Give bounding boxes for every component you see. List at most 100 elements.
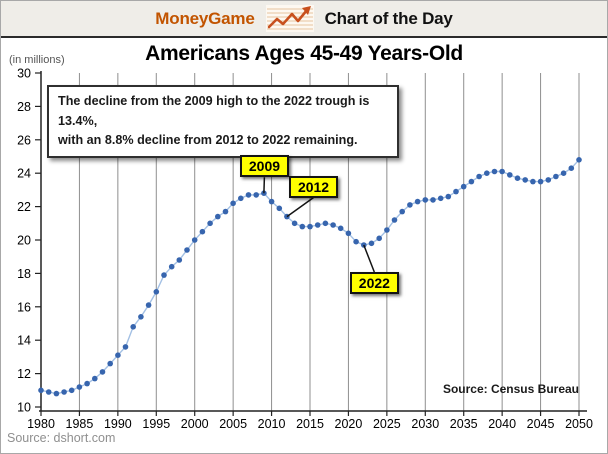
data-point (576, 157, 582, 163)
data-point (115, 352, 121, 359)
data-point (545, 177, 552, 183)
annotation-leader-line (263, 177, 266, 194)
x-axis-tick-label: 2000 (181, 417, 209, 431)
y-axis-tick-label: 18 (17, 267, 31, 281)
y-axis-unit-label: (in millions) (9, 54, 65, 66)
data-point (53, 390, 60, 397)
data-point (153, 289, 160, 295)
data-point (222, 208, 229, 215)
y-axis-tick-label: 16 (17, 300, 31, 314)
data-point (422, 197, 429, 203)
annotation-leader-line (286, 197, 314, 218)
data-point (307, 223, 313, 230)
line-chart-icon (265, 5, 314, 32)
data-point (399, 208, 406, 215)
data-point (460, 183, 467, 190)
data-point (445, 193, 452, 200)
year-annotation-2022: 2022 (349, 272, 399, 294)
data-point (537, 178, 544, 185)
data-point (161, 272, 167, 278)
x-axis-tick-label: 2005 (219, 417, 247, 431)
data-point (253, 192, 259, 198)
data-point (514, 175, 521, 181)
y-axis-tick-label: 22 (17, 200, 31, 214)
data-point (92, 375, 98, 382)
header-bar: MoneyGame Chart of the Day (1, 1, 607, 38)
data-point (560, 170, 567, 176)
data-point (468, 178, 475, 185)
data-point (491, 168, 498, 175)
data-point (530, 178, 536, 185)
data-point (322, 220, 329, 227)
data-point (568, 165, 575, 171)
y-axis-tick-label: 12 (17, 367, 31, 381)
data-point (414, 198, 421, 205)
data-point (407, 202, 413, 208)
data-point (215, 213, 221, 220)
x-axis-tick-label: 2030 (411, 417, 439, 431)
x-axis-tick-label: 1990 (104, 417, 132, 431)
data-point (337, 225, 344, 232)
y-axis-tick-label: 28 (17, 100, 31, 114)
x-axis-tick-label: 2040 (488, 417, 516, 431)
data-point (453, 188, 459, 195)
brand-logo: MoneyGame (155, 8, 255, 28)
data-point (107, 360, 113, 367)
data-point (507, 172, 513, 178)
y-axis-tick-label: 20 (17, 234, 31, 248)
data-point (38, 387, 44, 394)
data-point (299, 223, 306, 230)
data-point (376, 235, 383, 242)
data-point (314, 222, 321, 228)
data-point (330, 222, 336, 228)
data-point (145, 302, 152, 308)
x-axis-tick-label: 1980 (27, 417, 55, 431)
y-axis-tick-label: 10 (17, 401, 31, 415)
data-point (345, 230, 352, 237)
x-axis-tick-label: 2035 (450, 417, 478, 431)
data-point (437, 195, 444, 202)
data-point (191, 237, 198, 243)
data-point (553, 173, 559, 180)
data-point (99, 369, 106, 375)
data-point (61, 389, 67, 395)
data-point (199, 228, 206, 235)
data-point (276, 205, 283, 212)
data-point (138, 314, 144, 320)
data-point (384, 227, 390, 233)
y-axis-tick-label: 26 (17, 133, 31, 147)
year-annotation-2009: 2009 (239, 155, 290, 178)
x-axis-tick-label: 2015 (296, 417, 324, 431)
x-axis-tick-label: 2020 (335, 417, 363, 431)
x-axis-tick-label: 2050 (565, 417, 593, 431)
data-point (361, 242, 367, 248)
data-point (522, 177, 528, 183)
annotation-leader-line (363, 244, 375, 273)
data-point (391, 217, 398, 223)
data-point (45, 389, 52, 395)
x-axis-tick-label: 2025 (373, 417, 401, 431)
y-axis-tick-label: 14 (17, 334, 31, 348)
data-point (184, 247, 190, 253)
data-point (68, 387, 75, 394)
data-point (122, 344, 129, 350)
data-point (291, 220, 298, 227)
data-point (176, 257, 183, 263)
data-point (130, 324, 136, 330)
x-axis-tick-label: 2045 (527, 417, 555, 431)
header-title: Chart of the Day (324, 8, 453, 28)
data-point (499, 168, 505, 175)
data-point (476, 173, 482, 180)
y-axis-tick-label: 24 (17, 167, 31, 181)
data-point (268, 198, 275, 205)
data-point (353, 238, 359, 245)
x-axis-tick-label: 2010 (258, 417, 286, 431)
data-point (368, 240, 375, 247)
data-point (238, 195, 244, 202)
page-source-label: Source: dshort.com (7, 431, 116, 445)
data-point (168, 263, 175, 270)
chart-source-label: Source: Census Bureau (442, 382, 579, 396)
data-point (207, 220, 213, 227)
data-point (245, 192, 252, 198)
